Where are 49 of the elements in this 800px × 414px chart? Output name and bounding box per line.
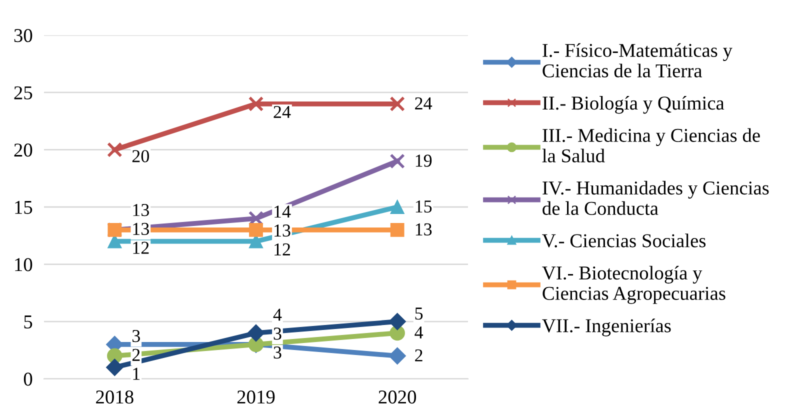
y-tick-label: 30: [14, 29, 32, 42]
point: [247, 324, 265, 342]
point: [390, 222, 404, 237]
data-label: 13: [133, 204, 149, 216]
y-tick-label: 20: [14, 144, 32, 157]
data-label: 20: [132, 150, 149, 162]
x-tick-label: 2020: [378, 390, 416, 404]
point: [106, 358, 124, 376]
data-label: 2: [132, 348, 140, 361]
y-tick-label: 25: [14, 86, 32, 100]
point: [388, 347, 406, 364]
point: [249, 222, 263, 237]
legend-label: VII.- Ingenierías: [542, 318, 671, 336]
data-label: 13: [133, 222, 149, 235]
y-tick-label: 5: [24, 316, 32, 328]
legend-label: IV.- Humanidades y Ciencias de la Conducta: [542, 180, 769, 215]
data-label: 5: [415, 308, 423, 320]
legend-label: VI.- Biotecnología y Ciencias Agropecuarias: [542, 266, 726, 304]
data-label: 24: [415, 97, 432, 110]
data-label: 4: [414, 326, 424, 338]
y-tick-label: 15: [15, 200, 32, 214]
x-tick-label: 2019: [237, 390, 275, 404]
data-label: 3: [274, 346, 282, 359]
y-tick-label: 10: [15, 258, 32, 272]
legend-label: I.- Físico-Matemáticas y Ciencias de la Tierra: [542, 43, 732, 78]
data-label: 1: [133, 368, 140, 380]
data-label: 2: [415, 349, 422, 362]
data-label: 4: [273, 308, 282, 321]
point: [390, 154, 405, 169]
data-label: 12: [274, 243, 290, 256]
data-label: 3: [132, 330, 140, 342]
point: [248, 96, 264, 112]
data-label: 15: [416, 200, 432, 213]
point: [388, 312, 406, 330]
point: [390, 200, 404, 214]
legend-label: III.- Medicina y Ciencias de la Salud: [542, 128, 760, 162]
data-label: 12: [133, 242, 149, 254]
data-label: 13: [416, 223, 432, 236]
data-label: 19: [416, 154, 432, 167]
point: [107, 142, 122, 158]
data-label: 14: [274, 206, 291, 218]
point: [390, 96, 405, 112]
legend-label: V.- Ciencias Sociales: [542, 234, 706, 248]
x-tick-label: 2018: [96, 390, 134, 404]
legend-label: II.- Biología y Química: [542, 96, 724, 114]
data-label: 24: [274, 106, 291, 118]
data-label: 3: [274, 328, 282, 340]
y-tick-label: 0: [24, 372, 32, 386]
data-label: 13: [274, 224, 290, 237]
